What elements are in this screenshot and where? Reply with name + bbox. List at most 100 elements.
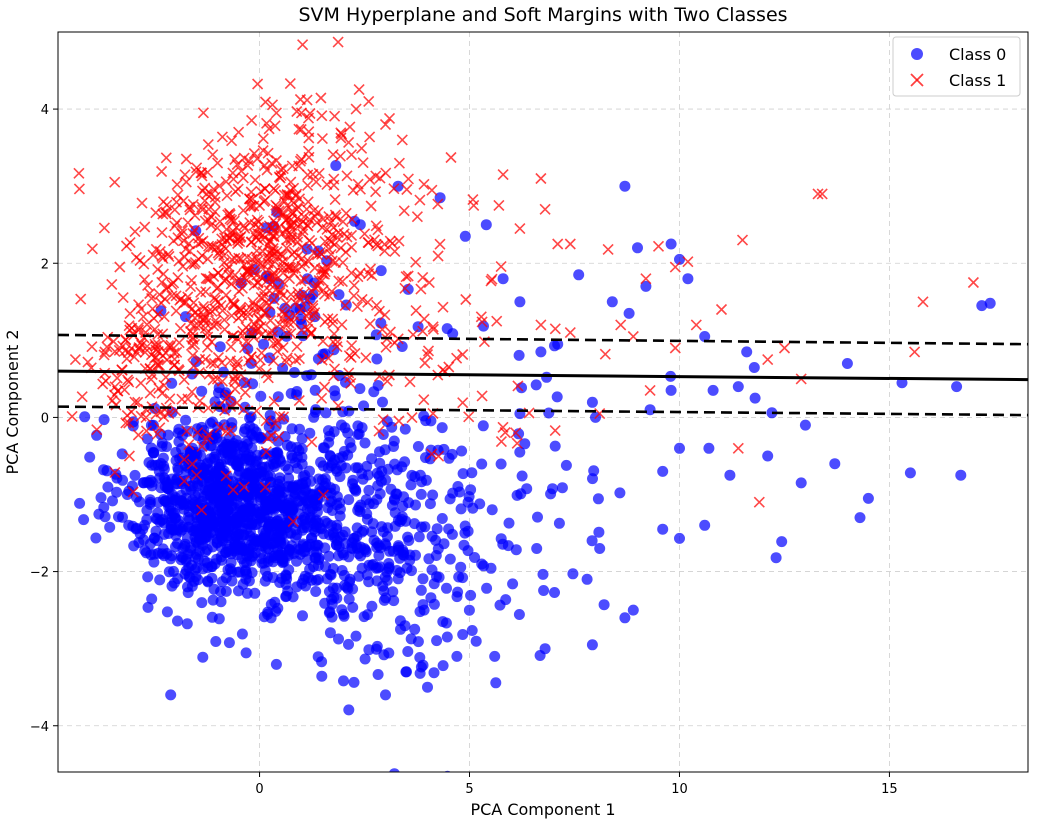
class-0-point	[165, 553, 176, 565]
class-0-point	[513, 349, 525, 361]
class-0-point	[457, 629, 469, 640]
class-0-point	[587, 473, 598, 485]
class-0-point	[502, 540, 514, 552]
class-1-point	[187, 349, 199, 362]
class-1-point	[197, 107, 209, 119]
class-0-point	[409, 471, 421, 483]
class-1-point	[144, 387, 156, 399]
class-0-point	[180, 484, 192, 496]
class-1-point	[491, 315, 503, 327]
class-0-point	[380, 592, 392, 604]
class-0-point	[310, 586, 322, 597]
class-1-point	[218, 250, 230, 262]
class-1-point	[251, 153, 263, 165]
class-0-point	[503, 517, 515, 529]
class-1-point	[132, 324, 145, 336]
class-0-point	[829, 458, 841, 470]
y-axis-label: PCA Component 2	[3, 329, 22, 474]
class-1-point	[254, 314, 266, 326]
class-0-point	[343, 593, 355, 605]
class-1-point	[334, 150, 346, 162]
class-0-point	[342, 449, 354, 461]
class-1-point	[187, 198, 199, 210]
class-0-point	[273, 532, 285, 544]
class-0-point	[497, 273, 509, 285]
class-0-point	[231, 459, 243, 471]
class-1-point	[422, 345, 435, 357]
class-1-point	[156, 227, 168, 239]
class-1-point	[535, 172, 547, 185]
class-0-point	[644, 404, 656, 416]
class-1-point	[258, 195, 270, 208]
class-1-point	[225, 400, 237, 413]
class-1-point	[644, 384, 656, 396]
class-1-point	[268, 225, 280, 237]
class-1-point	[295, 275, 307, 287]
class-1-point	[203, 203, 215, 215]
class-0-point	[101, 465, 113, 477]
class-0-point	[156, 437, 168, 449]
class-0-point	[277, 553, 289, 565]
class-0-point	[732, 381, 744, 393]
class-1-point	[91, 424, 103, 436]
class-1-point	[443, 361, 455, 373]
class-0-point	[107, 495, 118, 507]
class-1-point	[197, 300, 210, 312]
class-0-point	[183, 500, 195, 512]
class-0-point	[272, 544, 284, 556]
class-0-point	[431, 635, 443, 647]
class-1-point	[158, 311, 170, 323]
class-0-point	[388, 441, 399, 452]
class-0-point	[104, 521, 116, 533]
class-1-point	[169, 204, 181, 216]
class-0-point	[456, 445, 468, 457]
class-0-point	[766, 407, 778, 419]
class-0-point	[252, 486, 264, 498]
legend-label-class-1: Class 1	[949, 71, 1006, 90]
class-1-point	[967, 276, 979, 289]
class-0-point	[163, 566, 175, 578]
class-1-point	[345, 149, 358, 161]
class-1-point	[225, 425, 237, 437]
class-1-point	[277, 411, 290, 423]
class-1-point	[262, 239, 274, 251]
class-1-point	[291, 231, 303, 243]
class-0-point	[426, 564, 438, 576]
class-1-point	[202, 402, 214, 414]
class-0-point	[241, 587, 253, 599]
class-1-point	[145, 349, 158, 361]
class-1-point	[126, 322, 138, 334]
class-0-point	[347, 601, 359, 613]
class-0-point	[458, 539, 470, 551]
class-0-point	[417, 659, 429, 671]
class-0-point	[377, 396, 388, 408]
class-1-point	[138, 274, 151, 286]
class-1-point	[268, 215, 280, 227]
class-0-point	[455, 503, 467, 515]
class-0-point	[553, 517, 565, 529]
class-1-point	[287, 197, 300, 209]
class-0-point	[560, 459, 572, 471]
class-1-point	[816, 188, 828, 200]
class-0-point	[181, 618, 193, 630]
class-1-point	[277, 163, 289, 175]
class-1-point	[200, 286, 212, 298]
class-0-point	[172, 464, 184, 476]
class-1-point	[326, 255, 338, 267]
class-0-point	[541, 371, 553, 383]
class-0-point	[274, 475, 286, 487]
class-1-point	[762, 354, 774, 366]
class-0-point	[586, 639, 598, 651]
class-1-point	[266, 324, 278, 337]
class-0-point	[398, 491, 410, 503]
class-1-point	[107, 335, 120, 348]
class-1-point	[297, 216, 309, 228]
class-1-point	[318, 381, 331, 393]
class-1-point	[86, 243, 98, 255]
class-0-point	[127, 420, 139, 432]
class-0-point	[359, 653, 371, 665]
class-0-point	[93, 508, 105, 520]
class-1-point	[296, 260, 308, 272]
class-0-point	[657, 523, 669, 535]
class-0-point	[323, 550, 335, 562]
